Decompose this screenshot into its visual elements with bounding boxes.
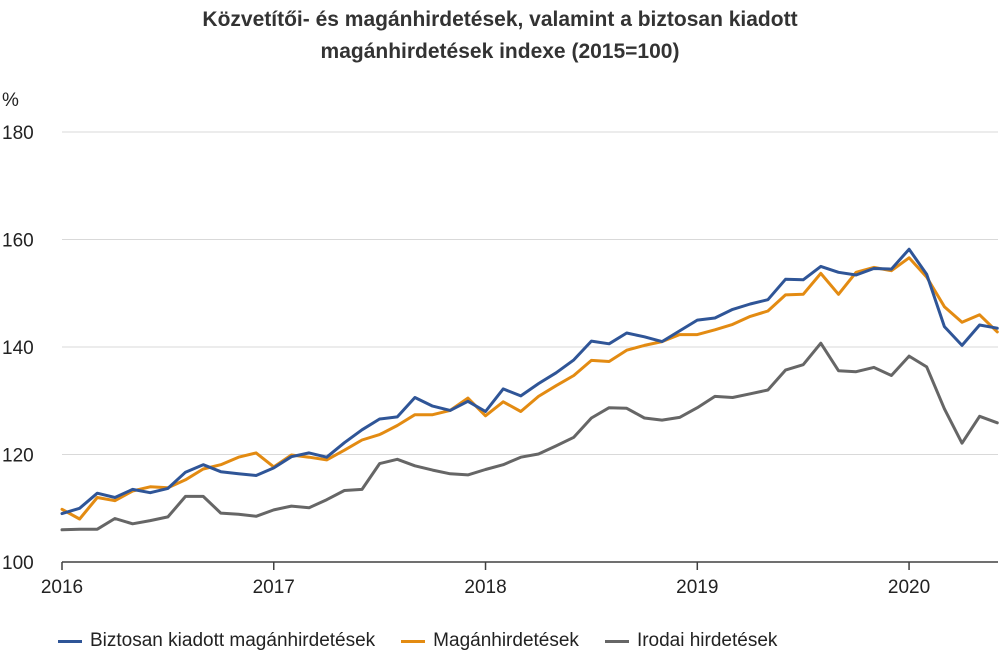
chart-title: Közvetítői- és magánhirdetések, valamint… (0, 4, 1000, 68)
series-line-0 (60, 247, 999, 516)
legend-item: Irodai hirdetések (604, 630, 778, 652)
x-tick-label: 2016 (41, 577, 83, 598)
series-lines (60, 247, 999, 532)
series-line-2 (60, 341, 999, 532)
legend-label: Biztosan kiadott magánhirdetések (90, 630, 376, 651)
legend-item: Magánhirdetések (401, 630, 579, 652)
y-tick-label: 180 (2, 123, 34, 144)
legend-label: Irodai hirdetések (636, 630, 778, 651)
chart-title-line-1: Közvetítői- és magánhirdetések, valamint… (202, 8, 798, 31)
axes: 100 120 140 160 180 2016 2017 2018 2019 2020 (2, 123, 998, 598)
y-tick-label: 120 (2, 446, 34, 467)
y-tick-label: 100 (2, 553, 34, 574)
legend-swatch (401, 639, 426, 643)
y-tick-label: 160 (2, 231, 34, 252)
legend-swatch (58, 639, 82, 643)
x-tick-label: 2020 (888, 577, 930, 598)
series-line-1 (60, 256, 999, 521)
gridlines (62, 131, 998, 455)
legend: Biztosan kiadott magánhirdetések Magánhir… (58, 626, 803, 656)
legend-item: Biztosan kiadott magánhirdetések (58, 630, 375, 652)
legend-label: Magánhirdetések (433, 630, 579, 651)
x-tick-label: 2018 (464, 577, 506, 598)
legend-swatch (604, 639, 629, 643)
y-axis-unit-label: % (2, 90, 19, 111)
x-tick-label: 2017 (253, 577, 295, 598)
y-tick-label: 140 (2, 338, 34, 359)
x-tick-label: 2019 (676, 577, 718, 598)
chart-title-line-2: magánhirdetések indexe (2015=100) (320, 40, 680, 63)
